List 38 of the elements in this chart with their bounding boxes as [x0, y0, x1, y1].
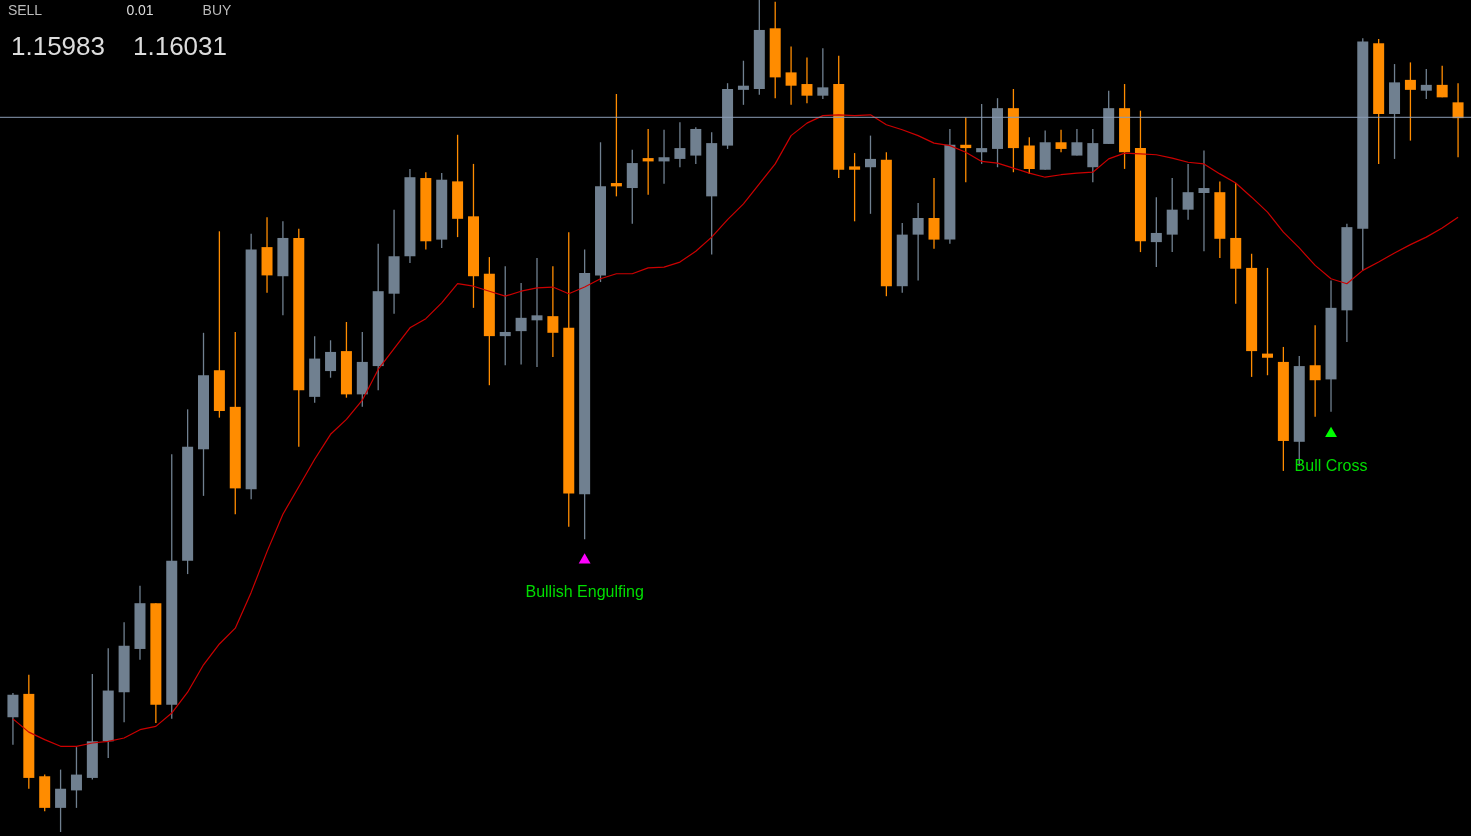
annotation: SELL [7, 2, 43, 18]
candlestick [1071, 128, 1083, 157]
candlestick [1055, 129, 1067, 153]
annotation: 1.15983 [11, 31, 105, 61]
candlestick [976, 103, 988, 165]
candlestick [785, 45, 797, 106]
candlestick [55, 768, 67, 833]
candlestick [547, 265, 559, 358]
candlestick [70, 746, 82, 809]
series-label: Bullish Engulfing [525, 583, 644, 601]
candlestick [817, 47, 829, 100]
candlestick [1420, 68, 1432, 100]
series-label: Bull Cross [1294, 456, 1368, 474]
candlestick [1309, 324, 1321, 418]
candlestick [849, 152, 861, 222]
candlestick [325, 339, 337, 379]
candlestick [7, 692, 19, 746]
candlestick [1261, 267, 1273, 376]
candlestick [1182, 163, 1194, 221]
candlestick [1452, 82, 1464, 158]
candlestick [515, 282, 527, 366]
candlestick [737, 60, 749, 106]
candlestick [912, 202, 924, 282]
annotation: BUY [202, 2, 233, 18]
candlestick [1198, 149, 1210, 252]
candlestick [1436, 65, 1448, 98]
candlestick [1023, 136, 1035, 175]
annotation: 1.16031 [133, 31, 227, 61]
annotation: 0.01 [126, 2, 154, 18]
candlestick [531, 257, 543, 368]
candlestick [1404, 61, 1416, 142]
candlestick [1150, 196, 1162, 268]
candlestick [674, 121, 686, 168]
candlestick [864, 134, 876, 215]
candlestick [928, 177, 940, 250]
candlestick [658, 129, 670, 185]
candlestick [499, 265, 511, 366]
candlestick [801, 56, 813, 104]
